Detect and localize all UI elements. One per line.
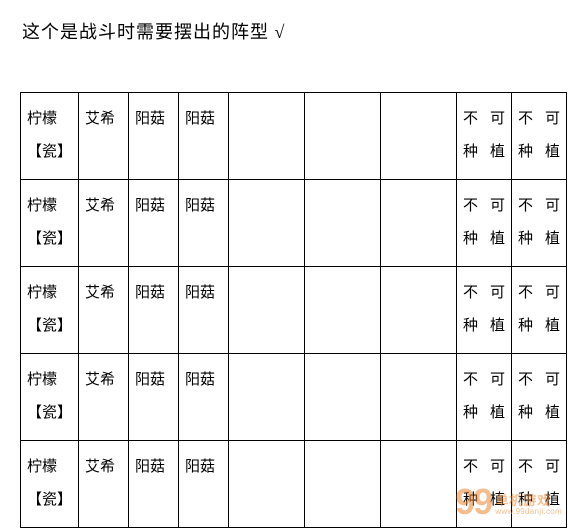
table-cell: 阳菇 xyxy=(129,354,179,441)
table-cell: 阳菇 xyxy=(179,180,229,267)
table-cell xyxy=(381,441,457,528)
table-cell: 艾希 xyxy=(79,267,129,354)
table-cell: 不可种植 xyxy=(512,180,567,267)
table-cell xyxy=(305,180,381,267)
table-cell: 艾希 xyxy=(79,441,129,528)
table-cell xyxy=(381,180,457,267)
table-cell xyxy=(229,180,305,267)
table-cell xyxy=(381,267,457,354)
table-cell: 不可种植 xyxy=(457,180,512,267)
table-cell: 艾希 xyxy=(79,354,129,441)
table-cell: 不可种植 xyxy=(457,441,512,528)
table-cell: 柠檬【瓷】 xyxy=(21,267,79,354)
table-cell xyxy=(381,93,457,180)
table-row: 柠檬【瓷】艾希阳菇阳菇 不可种植不可种植 xyxy=(21,441,567,528)
table-cell: 不可种植 xyxy=(512,441,567,528)
table-cell: 阳菇 xyxy=(179,441,229,528)
table-cell: 不可种植 xyxy=(457,267,512,354)
table-cell xyxy=(305,354,381,441)
table-row: 柠檬【瓷】艾希阳菇阳菇 不可种植不可种植 xyxy=(21,93,567,180)
table-cell: 阳菇 xyxy=(179,267,229,354)
table-cell xyxy=(229,93,305,180)
table-cell: 艾希 xyxy=(79,93,129,180)
page-title: 这个是战斗时需要摆出的阵型 √ xyxy=(0,0,568,44)
table-cell: 阳菇 xyxy=(129,180,179,267)
table-cell: 柠檬【瓷】 xyxy=(21,93,79,180)
table-cell: 阳菇 xyxy=(129,93,179,180)
table-cell xyxy=(229,354,305,441)
table-cell: 不可种植 xyxy=(457,93,512,180)
table-cell: 阳菇 xyxy=(129,441,179,528)
table-cell: 阳菇 xyxy=(129,267,179,354)
table-cell: 不可种植 xyxy=(512,93,567,180)
formation-table-wrap: 柠檬【瓷】艾希阳菇阳菇不可种植不可种植柠檬【瓷】艾希阳菇阳菇不可种植不可种植柠檬… xyxy=(20,92,568,528)
table-row: 柠檬【瓷】艾希阳菇阳菇 不可种植不可种植 xyxy=(21,267,567,354)
table-cell: 不可种植 xyxy=(512,354,567,441)
table-cell: 不可种植 xyxy=(512,267,567,354)
table-cell xyxy=(305,267,381,354)
table-cell xyxy=(229,441,305,528)
formation-table: 柠檬【瓷】艾希阳菇阳菇不可种植不可种植柠檬【瓷】艾希阳菇阳菇不可种植不可种植柠檬… xyxy=(20,92,567,528)
table-cell: 艾希 xyxy=(79,180,129,267)
table-cell xyxy=(229,267,305,354)
table-cell: 柠檬【瓷】 xyxy=(21,180,79,267)
table-cell: 柠檬【瓷】 xyxy=(21,441,79,528)
table-row: 柠檬【瓷】艾希阳菇阳菇 不可种植不可种植 xyxy=(21,180,567,267)
table-cell xyxy=(305,93,381,180)
table-cell: 柠檬【瓷】 xyxy=(21,354,79,441)
table-cell: 阳菇 xyxy=(179,354,229,441)
table-row: 柠檬【瓷】艾希阳菇阳菇 不可种植不可种植 xyxy=(21,354,567,441)
table-cell: 不可种植 xyxy=(457,354,512,441)
table-cell: 阳菇 xyxy=(179,93,229,180)
table-cell xyxy=(381,354,457,441)
table-cell xyxy=(305,441,381,528)
